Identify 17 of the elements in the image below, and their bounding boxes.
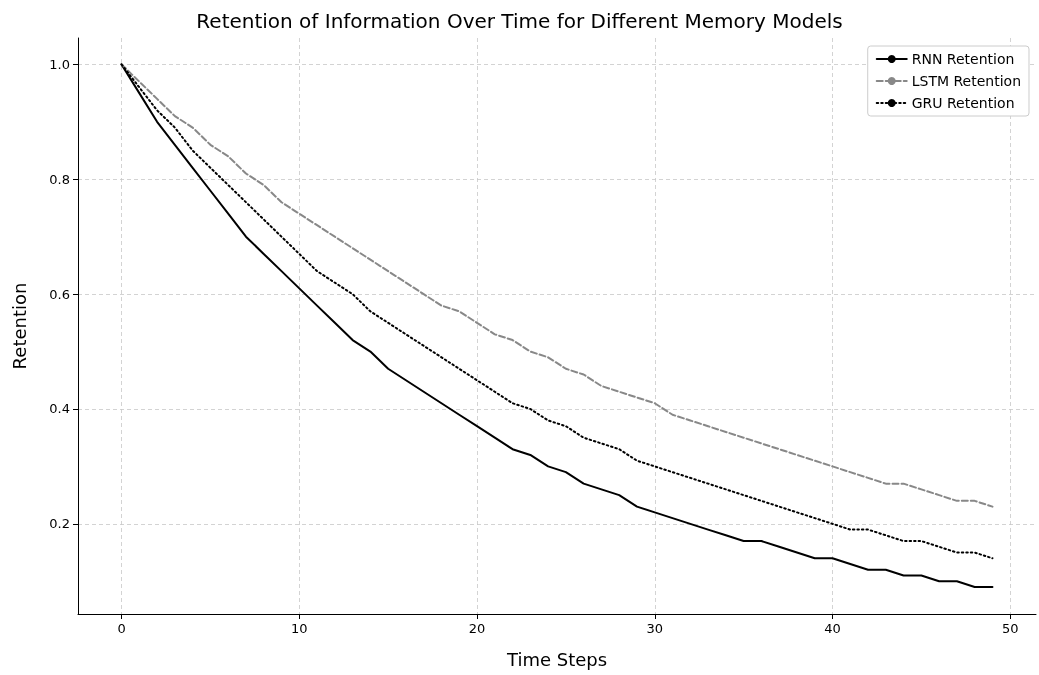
y-tick-label: 1.0: [49, 56, 70, 72]
x-tick-label: 30: [646, 621, 664, 636]
y-tick-label: 0.2: [49, 516, 70, 532]
chart-title: Retention of Information Over Time for Different Memory Models: [196, 9, 843, 33]
x-tick-label: 40: [824, 621, 841, 636]
y-axis-title: Retention: [8, 282, 30, 370]
x-tick-label: 20: [468, 621, 486, 636]
legend-label: GRU Retention: [911, 95, 1015, 111]
x-tick-label: 10: [291, 621, 308, 636]
legend-label: LSTM Retention: [911, 73, 1022, 89]
x-axis-title: Time Steps: [505, 648, 608, 670]
y-tick-label: 0.4: [49, 401, 70, 417]
y-tick-label: 0.8: [49, 171, 70, 187]
legend-label: RNN Retention: [911, 51, 1015, 67]
x-tick-label: 0: [117, 621, 126, 636]
x-tick-label: 50: [1001, 621, 1019, 636]
y-tick-label: 0.6: [49, 286, 70, 302]
